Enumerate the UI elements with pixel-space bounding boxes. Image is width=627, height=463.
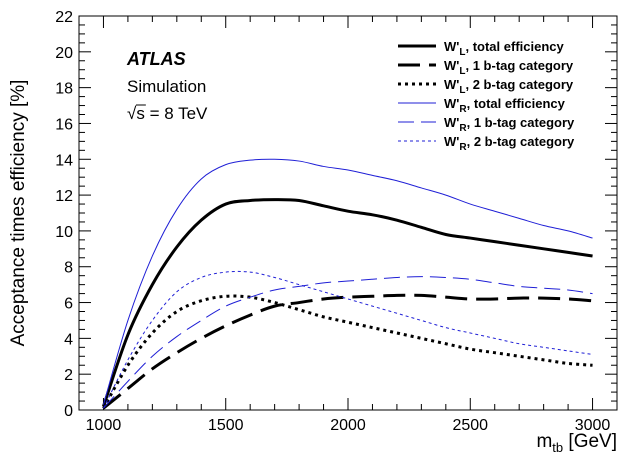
y-tick-label: 16 [55, 116, 73, 133]
plot-frame [78, 15, 618, 411]
y-tick-label: 8 [64, 260, 73, 277]
series-line-wl-1b [102, 293, 593, 410]
series-line-wr-1b [103, 276, 593, 409]
y-axis-title: Acceptance times efficiency [%] [8, 80, 29, 347]
y-tick-label: 10 [55, 224, 73, 241]
series-line-wr-total [102, 158, 593, 405]
simulation-label: Simulation [127, 77, 206, 96]
x-tick-label: 1000 [86, 417, 122, 434]
x-tick-label: 2000 [330, 417, 366, 434]
series-lines [102, 158, 593, 410]
energy-value: s = 8 TeV [136, 104, 208, 123]
legend-label-wl-1b: W'L, 1 b-tag category [444, 58, 574, 77]
series-line-wr-2b [103, 270, 593, 409]
y-tick-label: 18 [55, 81, 73, 98]
legend-label-wr-1b: W'R, 1 b-tag category [444, 115, 575, 134]
x-tick-label: 3000 [575, 417, 611, 434]
axis-ticks: 0 2 4 6 8 10 12 14 16 18 20 22 1000 1500 2000 2500 3000 [55, 9, 618, 434]
legend-label-wl-total: W'L, total efficiency [444, 39, 565, 58]
x-tick-label: 1500 [208, 417, 244, 434]
y-tick-label: 20 [55, 45, 73, 62]
x-axis-title-main: m [536, 431, 552, 452]
energy-label: √s = 8 TeV [127, 104, 208, 123]
y-tick-label: 14 [55, 152, 73, 169]
legend-label-wr-total: W'R, total efficiency [444, 96, 566, 115]
x-tick-label: 2500 [452, 417, 488, 434]
y-tick-label: 4 [64, 331, 73, 348]
x-axis-title: mtb [GeV] [536, 431, 617, 455]
x-axis-title-sub: tb [552, 440, 563, 455]
energy-root: √ [127, 104, 137, 123]
legend-label-wr-2b: W'R, 2 b-tag category [444, 134, 575, 153]
series-line-wl-2b [102, 294, 593, 409]
atlas-label: ATLAS [126, 49, 186, 69]
y-tick-label: 6 [64, 296, 73, 313]
y-tick-label: 2 [64, 367, 73, 384]
y-tick-label: 22 [55, 9, 73, 26]
x-axis-title-unit: [GeV] [563, 431, 617, 452]
legend-label-wl-2b: W'L, 2 b-tag category [444, 77, 574, 96]
y-tick-label: 0 [64, 403, 73, 420]
y-tick-label: 12 [55, 188, 73, 205]
series-line-wl-total [102, 198, 593, 407]
